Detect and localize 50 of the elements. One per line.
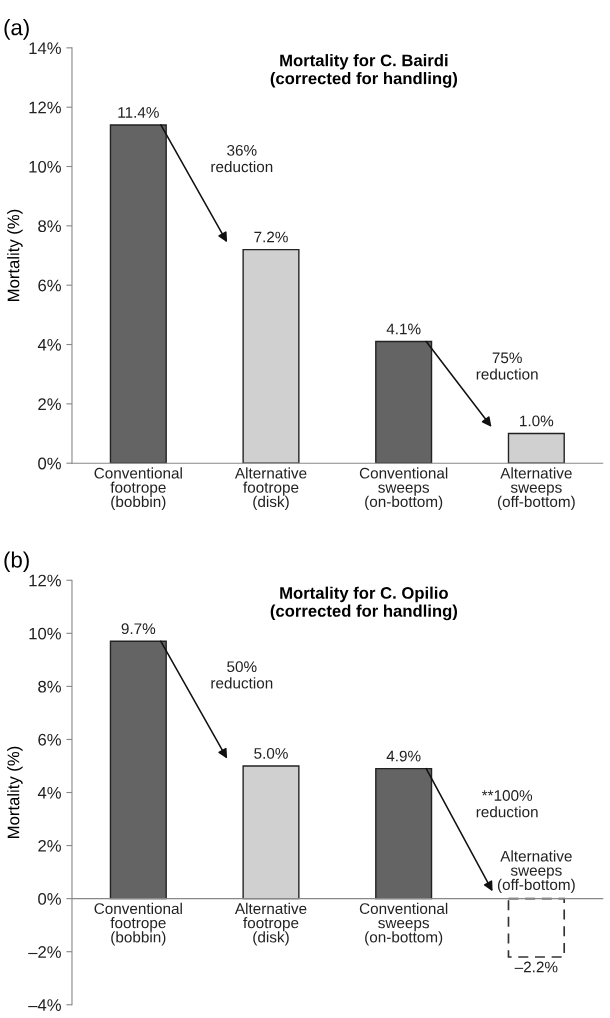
y-tick-label: 12% <box>29 574 61 587</box>
x-tick-label: Conventional sweeps (on-bottom) <box>359 902 448 946</box>
annotation: 75% reduction <box>476 352 538 380</box>
data-label: 11.4% <box>118 107 159 118</box>
y-tick-label: 10% <box>29 160 61 173</box>
bar <box>507 432 565 464</box>
y-tick-label: 6% <box>38 279 61 292</box>
bar <box>375 340 433 464</box>
y-tick-label: 0% <box>38 457 61 470</box>
text: Mortality for C. Bairdi (corrected for handling) <box>270 54 458 88</box>
data-label: 4.1% <box>386 323 421 335</box>
data-label: –2.2% <box>514 961 558 973</box>
data-label: 7.2% <box>254 231 288 243</box>
data-label: 9.7% <box>121 623 156 635</box>
y-axis-title: Mortality (%) <box>7 746 23 838</box>
x-tick-label: Alternative footrope (disk) <box>234 467 307 511</box>
annotation: 36% reduction <box>211 144 273 173</box>
y-axis-title: Mortality (%) <box>7 209 23 301</box>
x-tick-label: Conventional footrope (bobbin) <box>94 467 182 511</box>
data-label: 5.0% <box>254 747 288 759</box>
y-tick-label: 0% <box>38 893 61 905</box>
y-tick-label: 10% <box>29 627 61 640</box>
data-label: 1.0% <box>520 415 554 427</box>
y-tick-label: 14% <box>29 42 61 54</box>
y-tick-label: 12% <box>29 101 61 114</box>
bar <box>375 767 433 900</box>
y-tick-label: 2% <box>38 839 61 852</box>
y-tick-label: 2% <box>38 398 61 410</box>
x-tick-label: Conventional sweeps (on-bottom) <box>359 467 448 511</box>
annotation: 50% reduction <box>211 661 273 689</box>
y-tick-label: –4% <box>28 999 61 1011</box>
y-tick-label: 8% <box>38 220 61 233</box>
x-tick-label: Alternative footrope (disk) <box>234 902 307 946</box>
y-tick-label: 4% <box>37 786 61 799</box>
y-tick-label: –2% <box>28 946 61 958</box>
text: Mortality for C. Opilio (corrected for handling) <box>270 586 458 621</box>
data-label: 4.9% <box>386 750 421 762</box>
x-tick-label: Alternative sweeps (off-bottom) <box>497 467 575 511</box>
bar <box>109 124 167 464</box>
x-tick-label: Alternative sweeps (off-bottom) <box>497 850 575 894</box>
annotation: **100% reduction <box>476 790 538 818</box>
y-tick-label: 4% <box>37 338 61 351</box>
bar <box>242 765 300 900</box>
bar <box>242 248 300 464</box>
x-tick-label: Conventional footrope (bobbin) <box>94 902 182 946</box>
bar <box>109 640 167 900</box>
y-tick-label: 6% <box>38 733 61 746</box>
y-tick-label: 8% <box>38 680 61 693</box>
text: (b) <box>4 551 29 573</box>
text: (a) <box>4 18 29 40</box>
